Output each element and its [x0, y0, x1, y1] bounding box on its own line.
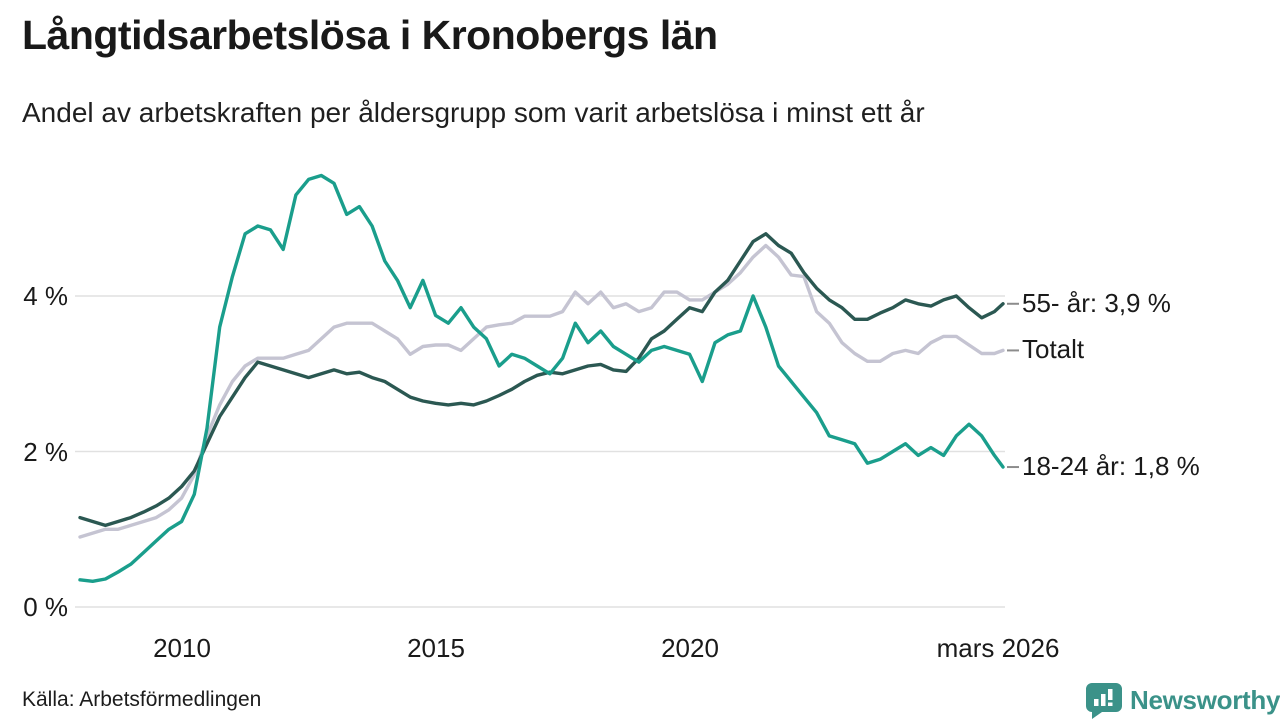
- x-axis-tick-2010: 2010: [153, 633, 211, 663]
- newsworthy-wordmark: Newsworthy: [1130, 685, 1280, 715]
- series-label-totalt: Totalt: [1022, 334, 1085, 365]
- chart-subtitle: Andel av arbetskraften per åldersgrupp s…: [22, 97, 925, 128]
- exclamation-dot: [1108, 702, 1113, 706]
- series-line-totalt: [78, 243, 1005, 539]
- series-line-18-24-ar: [78, 173, 1005, 583]
- bar-chart-bar-1: [1094, 699, 1099, 706]
- y-axis-tick-2: 2 %: [23, 437, 68, 467]
- y-axis-tick-4: 4 %: [23, 281, 68, 311]
- y-axis-tick-0: 0 %: [23, 592, 68, 622]
- source-attribution: Källa: Arbetsförmedlingen: [22, 688, 262, 711]
- series-label-18-24-ar: 18-24 år: 1,8 %: [1022, 451, 1200, 482]
- x-axis-tick-2015: 2015: [407, 633, 465, 663]
- bar-chart-bar-2: [1101, 694, 1106, 706]
- newsworthy-logo[interactable]: Newsworthy: [1085, 682, 1280, 719]
- series-label-55-ar: 55- år: 3,9 %: [1022, 287, 1171, 318]
- series-line-55-ar: [78, 232, 1005, 528]
- newsworthy-bubble-icon: [1086, 683, 1122, 719]
- page-title: Långtidsarbetslösa i Kronobergs län: [22, 12, 718, 58]
- x-axis-tick-2020: 2020: [661, 633, 719, 663]
- exclamation-bar: [1108, 689, 1113, 700]
- x-axis-tick-mars-2026: mars 2026: [936, 633, 1060, 663]
